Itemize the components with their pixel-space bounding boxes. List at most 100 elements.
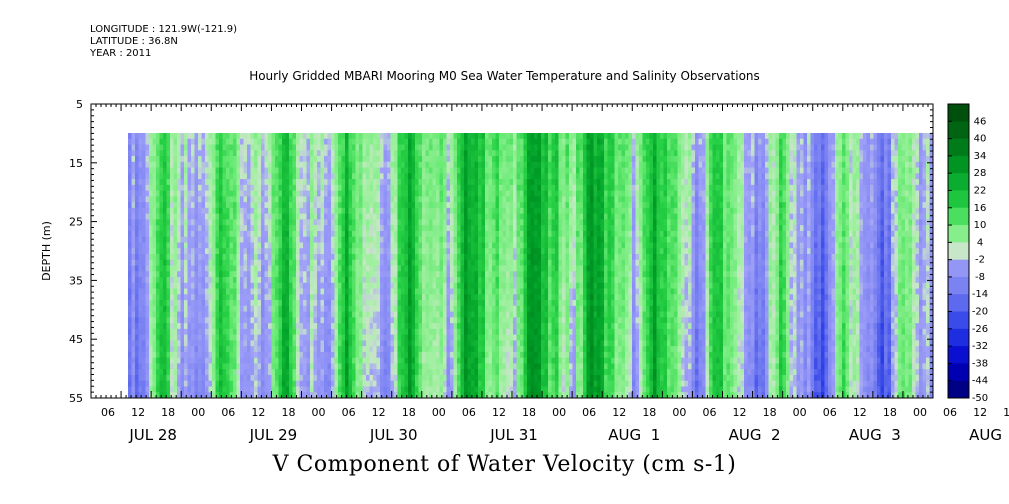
field-cell [495,265,500,272]
field-cell [436,144,441,151]
field-cell [299,277,304,284]
field-cell [355,317,360,324]
field-cell [425,369,430,376]
field-cell [275,346,280,353]
field-cell [191,346,196,353]
field-cell [310,190,315,197]
field-cell [369,242,374,249]
field-cell [173,167,178,174]
field-cell [422,363,427,370]
field-cell [236,357,241,365]
field-cell [481,213,486,221]
field-cell [401,213,406,221]
field-cell [471,150,476,157]
field-cell [383,328,388,336]
field-cell [425,328,430,336]
field-cell [411,173,416,180]
field-cell [145,357,150,365]
field-cell [163,277,168,284]
field-cell [471,173,476,180]
field-cell [460,346,465,353]
field-cell [261,144,266,151]
field-cell [446,311,451,318]
field-cell [383,277,388,284]
field-cell [404,282,409,290]
field-cell [446,374,451,382]
field-cell [159,328,164,336]
field-cell [296,357,301,365]
field-cell [170,334,175,341]
field-cell [159,346,164,353]
field-cell [376,167,381,174]
field-cell [408,133,413,140]
field-cell [460,133,465,140]
field-cell [156,138,161,146]
field-cell [135,242,140,249]
field-cell [250,144,255,151]
field-cell [411,253,416,261]
field-cell [254,277,259,284]
field-cell [145,374,150,382]
field-cell [138,265,143,272]
field-cell [219,386,224,393]
field-cell [257,196,262,203]
field-cell [149,271,154,278]
field-cell [268,156,273,163]
field-cell [387,167,392,174]
field-cell [180,265,185,272]
field-cell [292,242,297,249]
field-cell [247,351,252,359]
field-cell [282,265,287,272]
field-cell [380,328,385,336]
field-cell [394,219,399,226]
field-cell [366,225,371,232]
field-cell [401,173,406,180]
field-cell [156,346,161,353]
field-cell [180,225,185,232]
field-cell [422,242,427,249]
field-cell [313,294,318,301]
field-cell [222,300,227,307]
field-cell [429,161,434,169]
field-cell [264,334,269,341]
field-cell [163,190,168,197]
field-cell [254,184,259,192]
field-cell [191,179,196,186]
field-cell [457,328,462,336]
field-cell [436,380,441,388]
field-cell [327,225,332,232]
field-cell [285,236,290,244]
field-cell [313,167,318,174]
field-cell [177,340,182,347]
field-cell [341,225,346,232]
field-cell [408,253,413,261]
field-cell [387,213,392,221]
field-cell [268,230,273,238]
field-cell [436,351,441,359]
field-cell [303,150,308,157]
field-cell [397,288,402,295]
field-cell [303,305,308,313]
field-cell [467,300,472,307]
field-cell [331,242,336,249]
field-cell [229,305,234,313]
field-cell [488,161,493,169]
field-cell [373,346,378,353]
field-cell [488,230,493,238]
field-cell [366,351,371,359]
field-cell [278,271,283,278]
field-cell [348,179,353,186]
field-cell [264,351,269,359]
field-cell [453,242,458,249]
field-cell [299,248,304,255]
field-cell [236,374,241,382]
field-cell [145,392,150,398]
field-cell [299,230,304,238]
field-cell [166,213,171,221]
field-cell [390,328,395,336]
field-cell [180,219,185,226]
field-cell [271,248,276,255]
field-cell [338,133,343,140]
field-cell [404,386,409,393]
field-cell [187,305,192,313]
